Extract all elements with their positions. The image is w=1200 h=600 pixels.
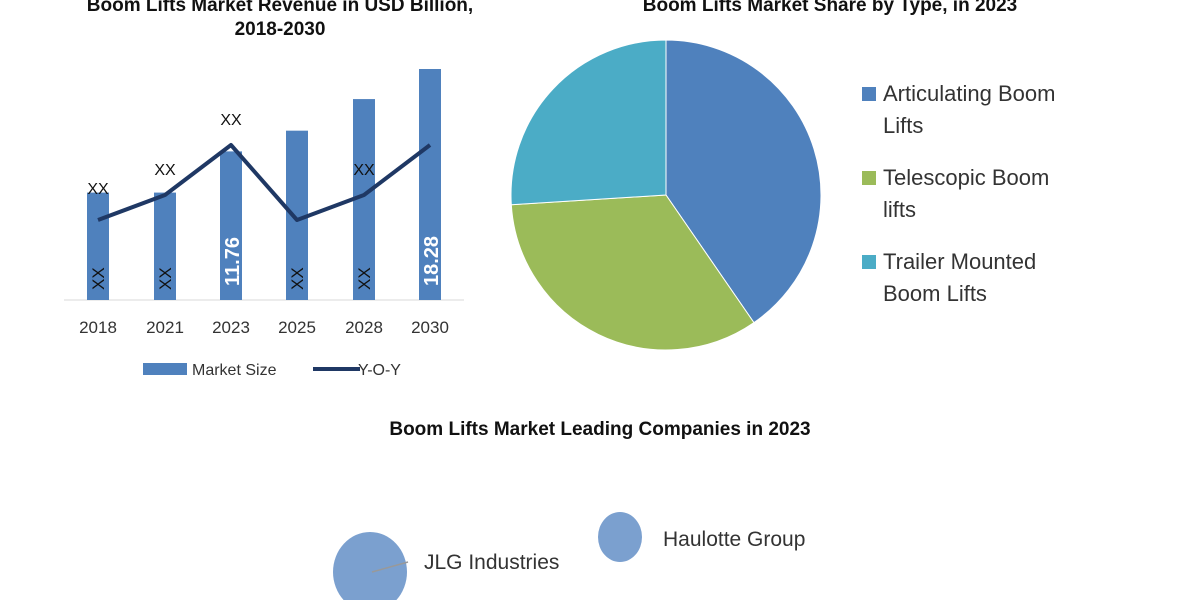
leader-line [371, 561, 409, 573]
x-tick-label: 2021 [146, 318, 184, 337]
x-tick-label: 2028 [345, 318, 383, 337]
bar-2030 [419, 69, 441, 300]
bar-2021 [154, 192, 176, 300]
yoy-data-label: XX [353, 162, 375, 179]
yoy-data-label: XX [220, 112, 242, 129]
bar-data-label: 18.28 [421, 236, 443, 286]
pie-slice [510, 39, 667, 206]
x-tick-label: 2023 [212, 318, 250, 337]
yoy-data-label: XX [87, 181, 109, 198]
bubble-haulotte-group [598, 512, 642, 562]
pie-legend-label: Trailer Mounted Boom Lifts [883, 249, 1037, 306]
x-tick-label: 2025 [278, 318, 316, 337]
bar-data-label: XX [355, 267, 374, 290]
bar-data-label: XX [288, 267, 307, 290]
legend-swatch [862, 87, 876, 101]
bubble-label: JLG Industries [424, 551, 559, 574]
bubble-label: Haulotte Group [663, 528, 805, 551]
bar-2028 [353, 99, 375, 300]
yoy-data-label: XX [154, 162, 176, 179]
bar-data-label: XX [89, 267, 108, 290]
legend-market-size-label: Market Size [192, 362, 277, 379]
legend-yoy-label: Y-O-Y [358, 362, 401, 379]
bubble-jlg-industries [333, 532, 407, 600]
pie-legend-label: Telescopic Boom lifts [883, 165, 1050, 222]
bar-data-label: 11.76 [222, 237, 244, 286]
legend-swatch [862, 255, 876, 269]
pie-slice [665, 39, 822, 324]
x-tick-label: 2030 [411, 318, 449, 337]
pie-legend-label: Articulating Boom Lifts [883, 81, 1056, 138]
legend-market-size-swatch [143, 363, 187, 375]
x-tick-label: 2018 [79, 318, 117, 337]
pie-chart-title: Boom Lifts Market Share by Type, in 2023 [642, 0, 1018, 16]
bubble-chart-title: Boom Lifts Market Leading Companies in 2… [389, 419, 811, 440]
pie-slice [510, 194, 755, 351]
legend-swatch [862, 171, 876, 185]
bar-2025 [286, 130, 308, 300]
bar-2023 [220, 151, 242, 300]
bar-chart-title: Boom Lifts Market Revenue in USD Billion… [86, 0, 474, 40]
bar-data-label: XX [156, 267, 175, 290]
yoy-line [97, 143, 432, 222]
